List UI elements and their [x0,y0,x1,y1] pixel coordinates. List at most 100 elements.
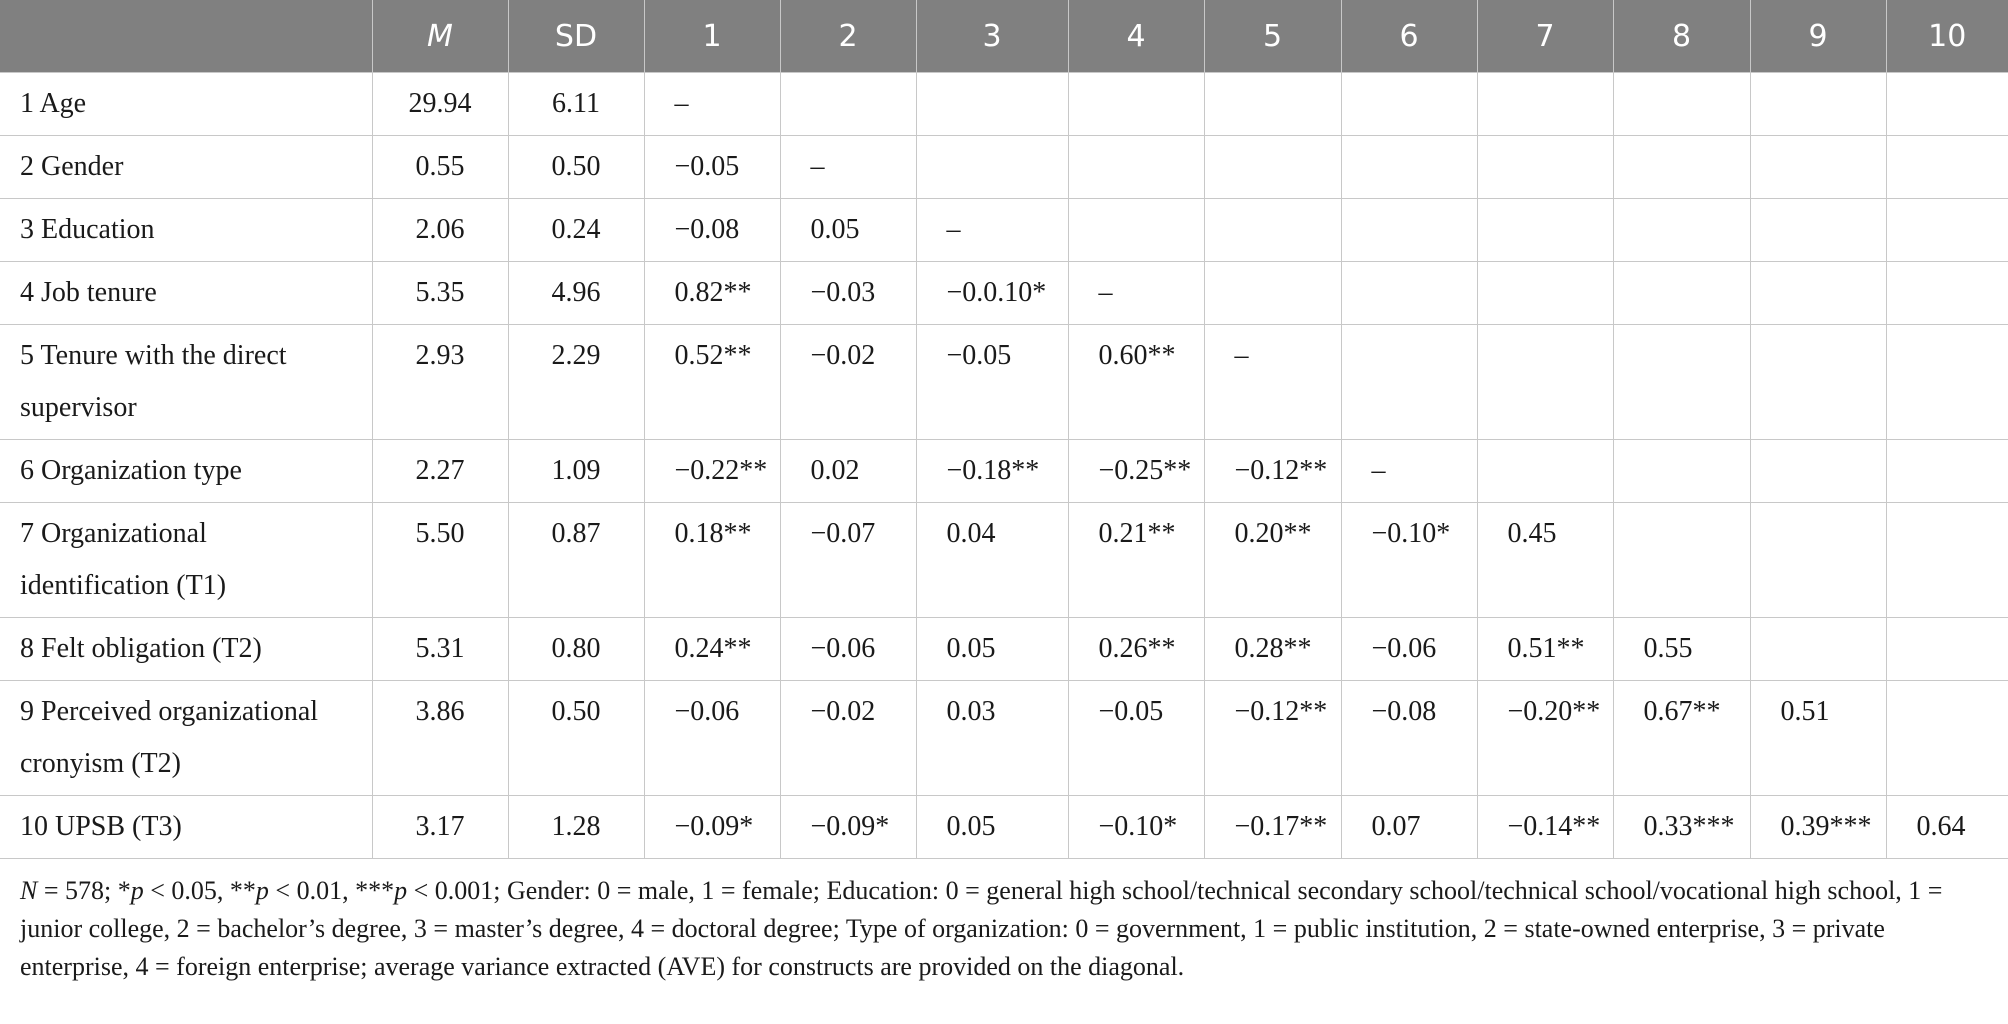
cell-correlation-2: −0.02 [779,324,917,440]
cell-correlation-1: 0.82** [643,261,781,325]
row-label: 2 Gender [0,135,373,199]
cell-correlation-2: – [779,135,917,199]
cell-mean: 2.27 [371,439,509,503]
cell-mean: 2.93 [371,324,509,440]
cell-correlation-9 [1749,439,1887,503]
cell-correlation-6: −0.08 [1340,680,1478,796]
cell-correlation-5: −0.12** [1203,680,1342,796]
header-row: M SD 1 2 3 4 5 6 7 8 9 10 [0,0,2008,73]
table-row: 1 Age 29.94 6.11– [0,72,2008,136]
header-col-1: 1 [643,0,780,73]
cell-correlation-1: −0.09* [643,795,781,859]
cell-sd: 0.50 [507,135,645,199]
cell-mean: 5.35 [371,261,509,325]
cell-correlation-7: 0.51** [1476,617,1614,681]
cell-sd: 1.09 [507,439,645,503]
table-row: 3 Education 2.06 0.24 −0.08 0.05– [0,198,2008,262]
cell-correlation-10 [1885,135,2008,199]
header-sd: SD [507,0,644,73]
cell-correlation-8 [1612,72,1751,136]
row-label: 3 Education [0,198,373,262]
cell-correlation-10 [1885,680,2008,796]
row-label: 10 UPSB (T3) [0,795,373,859]
header-col-10: 10 [1885,0,2008,73]
cell-mean: 29.94 [371,72,509,136]
cell-correlation-1: – [643,72,781,136]
cell-mean: 3.86 [371,680,509,796]
table-footnote: N = 578; *p < 0.05, **p < 0.01, ***p < 0… [20,872,1990,986]
note-n-rest: = 578; * [37,876,131,905]
cell-correlation-9 [1749,617,1887,681]
cell-sd: 6.11 [507,72,645,136]
cell-correlation-2: 0.02 [779,439,917,503]
cell-correlation-9 [1749,72,1887,136]
header-col-4: 4 [1067,0,1204,73]
cell-correlation-4: – [1067,261,1205,325]
correlation-table: M SD 1 2 3 4 5 6 7 8 9 10 1 Age 29.94 6.11… [0,0,2008,859]
cell-correlation-7 [1476,439,1614,503]
cell-sd: 1.28 [507,795,645,859]
cell-correlation-3: 0.04 [915,502,1069,618]
cell-correlation-9 [1749,198,1887,262]
cell-correlation-6: – [1340,439,1478,503]
cell-correlation-5 [1203,72,1342,136]
cell-correlation-4 [1067,198,1205,262]
cell-correlation-9 [1749,135,1887,199]
cell-correlation-9 [1749,324,1887,440]
cell-correlation-6: 0.07 [1340,795,1478,859]
table-row: 9 Perceived organizational cronyism (T2)… [0,680,2008,796]
row-label: 1 Age [0,72,373,136]
cell-sd: 0.50 [507,680,645,796]
cell-mean: 5.31 [371,617,509,681]
cell-sd: 0.80 [507,617,645,681]
note-p3-rest: < 0.001; Gender: 0 = male, 1 = female; E… [20,876,1943,981]
header-col-7: 7 [1476,0,1613,73]
header-col-6: 6 [1340,0,1477,73]
header-col-9: 9 [1749,0,1886,73]
cell-correlation-5: – [1203,324,1342,440]
cell-correlation-3: 0.03 [915,680,1069,796]
header-col-3: 3 [915,0,1068,73]
cell-correlation-4 [1067,72,1205,136]
cell-correlation-3: 0.05 [915,617,1069,681]
cell-correlation-4: −0.05 [1067,680,1205,796]
cell-correlation-3: −0.05 [915,324,1069,440]
cell-correlation-3 [915,72,1069,136]
note-p3: p [394,876,408,905]
cell-correlation-2: −0.02 [779,680,917,796]
cell-correlation-6: −0.10* [1340,502,1478,618]
table-row: 2 Gender 0.55 0.50 −0.05– [0,135,2008,199]
cell-correlation-10 [1885,439,2008,503]
cell-correlation-5 [1203,198,1342,262]
row-label: 6 Organization type [0,439,373,503]
cell-correlation-7 [1476,72,1614,136]
table-row: 8 Felt obligation (T2) 5.31 0.80 0.24** −0.0… [0,617,2008,681]
cell-correlation-4: 0.60** [1067,324,1205,440]
row-label: 7 Organizational identification (T1) [0,502,373,618]
table-row: 7 Organizational identification (T1) 5.50… [0,502,2008,618]
cell-correlation-10 [1885,261,2008,325]
cell-correlation-1: −0.08 [643,198,781,262]
cell-correlation-3: 0.05 [915,795,1069,859]
cell-correlation-6 [1340,324,1478,440]
cell-correlation-10 [1885,198,2008,262]
cell-correlation-6 [1340,261,1478,325]
cell-correlation-3: −0.0.10* [915,261,1069,325]
cell-correlation-5: −0.12** [1203,439,1342,503]
cell-correlation-8 [1612,502,1751,618]
cell-sd: 2.29 [507,324,645,440]
cell-correlation-1: 0.18** [643,502,781,618]
cell-correlation-9: 0.51 [1749,680,1887,796]
cell-correlation-7 [1476,135,1614,199]
cell-correlation-1: 0.24** [643,617,781,681]
row-label: 4 Job tenure [0,261,373,325]
cell-correlation-10 [1885,617,2008,681]
cell-correlation-2: −0.09* [779,795,917,859]
cell-correlation-5 [1203,135,1342,199]
cell-correlation-5: −0.17** [1203,795,1342,859]
header-variable [0,0,372,73]
cell-correlation-6: −0.06 [1340,617,1478,681]
cell-correlation-3: – [915,198,1069,262]
cell-correlation-8: 0.55 [1612,617,1751,681]
header-col-2: 2 [779,0,916,73]
